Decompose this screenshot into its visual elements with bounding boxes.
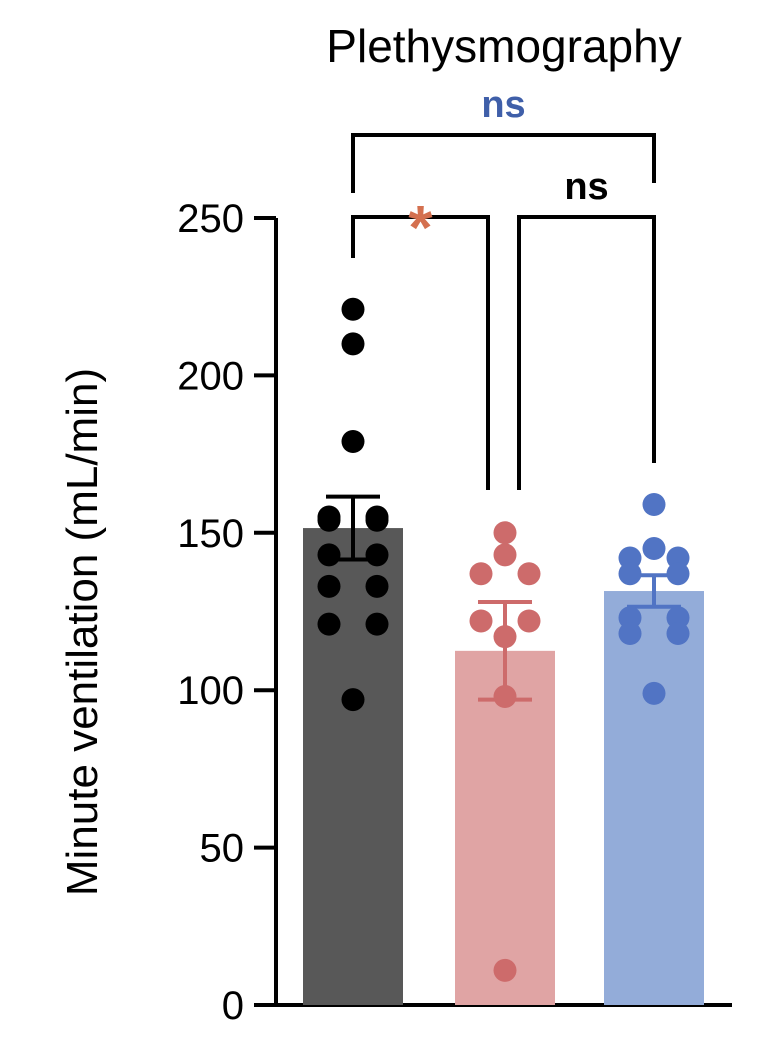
y-tick-label: 250 [177,197,244,241]
data-point [365,508,389,532]
data-point [493,521,517,545]
data-point [618,562,642,586]
data-point [517,609,541,633]
data-point [642,492,666,516]
significance-bracket [351,215,490,490]
significance-label: * [408,194,433,263]
data-point [341,430,365,454]
data-point [666,546,690,570]
significance-bracket [351,133,656,193]
bar-1 [303,528,403,1005]
data-point [365,543,389,567]
data-point [666,562,690,586]
data-point [317,612,341,636]
data-point [666,606,690,630]
data-point [493,543,517,567]
data-point [517,562,541,586]
significance-label: ns [564,166,608,208]
axes: 0 50 100 150 200 250 [177,197,732,1028]
data-point [365,612,389,636]
bar-2 [455,650,555,1005]
data-point [317,574,341,598]
data-point [666,622,690,646]
data-point [469,562,493,586]
y-tick-label: 0 [222,984,244,1028]
data-point [341,297,365,321]
y-axis-label: Minute ventilation (mL/min) [58,368,107,896]
data-point [341,332,365,356]
data-point [642,537,666,561]
data-point [493,958,517,982]
data-point [317,508,341,532]
significance-label: ns [481,84,525,126]
chart-title: Plethysmography [326,20,681,72]
bar-3 [604,591,704,1005]
data-point [618,606,642,630]
data-point [642,681,666,705]
bars [303,528,704,1005]
y-tick-label: 200 [177,354,244,398]
data-point [317,543,341,567]
data-point [618,622,642,646]
data-point [469,609,493,633]
significance-brackets: ns * ns [351,84,656,490]
significance-bracket [517,215,656,490]
y-tick-label: 150 [177,512,244,556]
y-tick-label: 100 [177,669,244,713]
y-tick-label: 50 [200,827,245,871]
data-points [317,297,690,982]
data-point [341,688,365,712]
data-point [365,574,389,598]
data-point [618,546,642,570]
data-point [493,625,517,649]
data-point [493,684,517,708]
